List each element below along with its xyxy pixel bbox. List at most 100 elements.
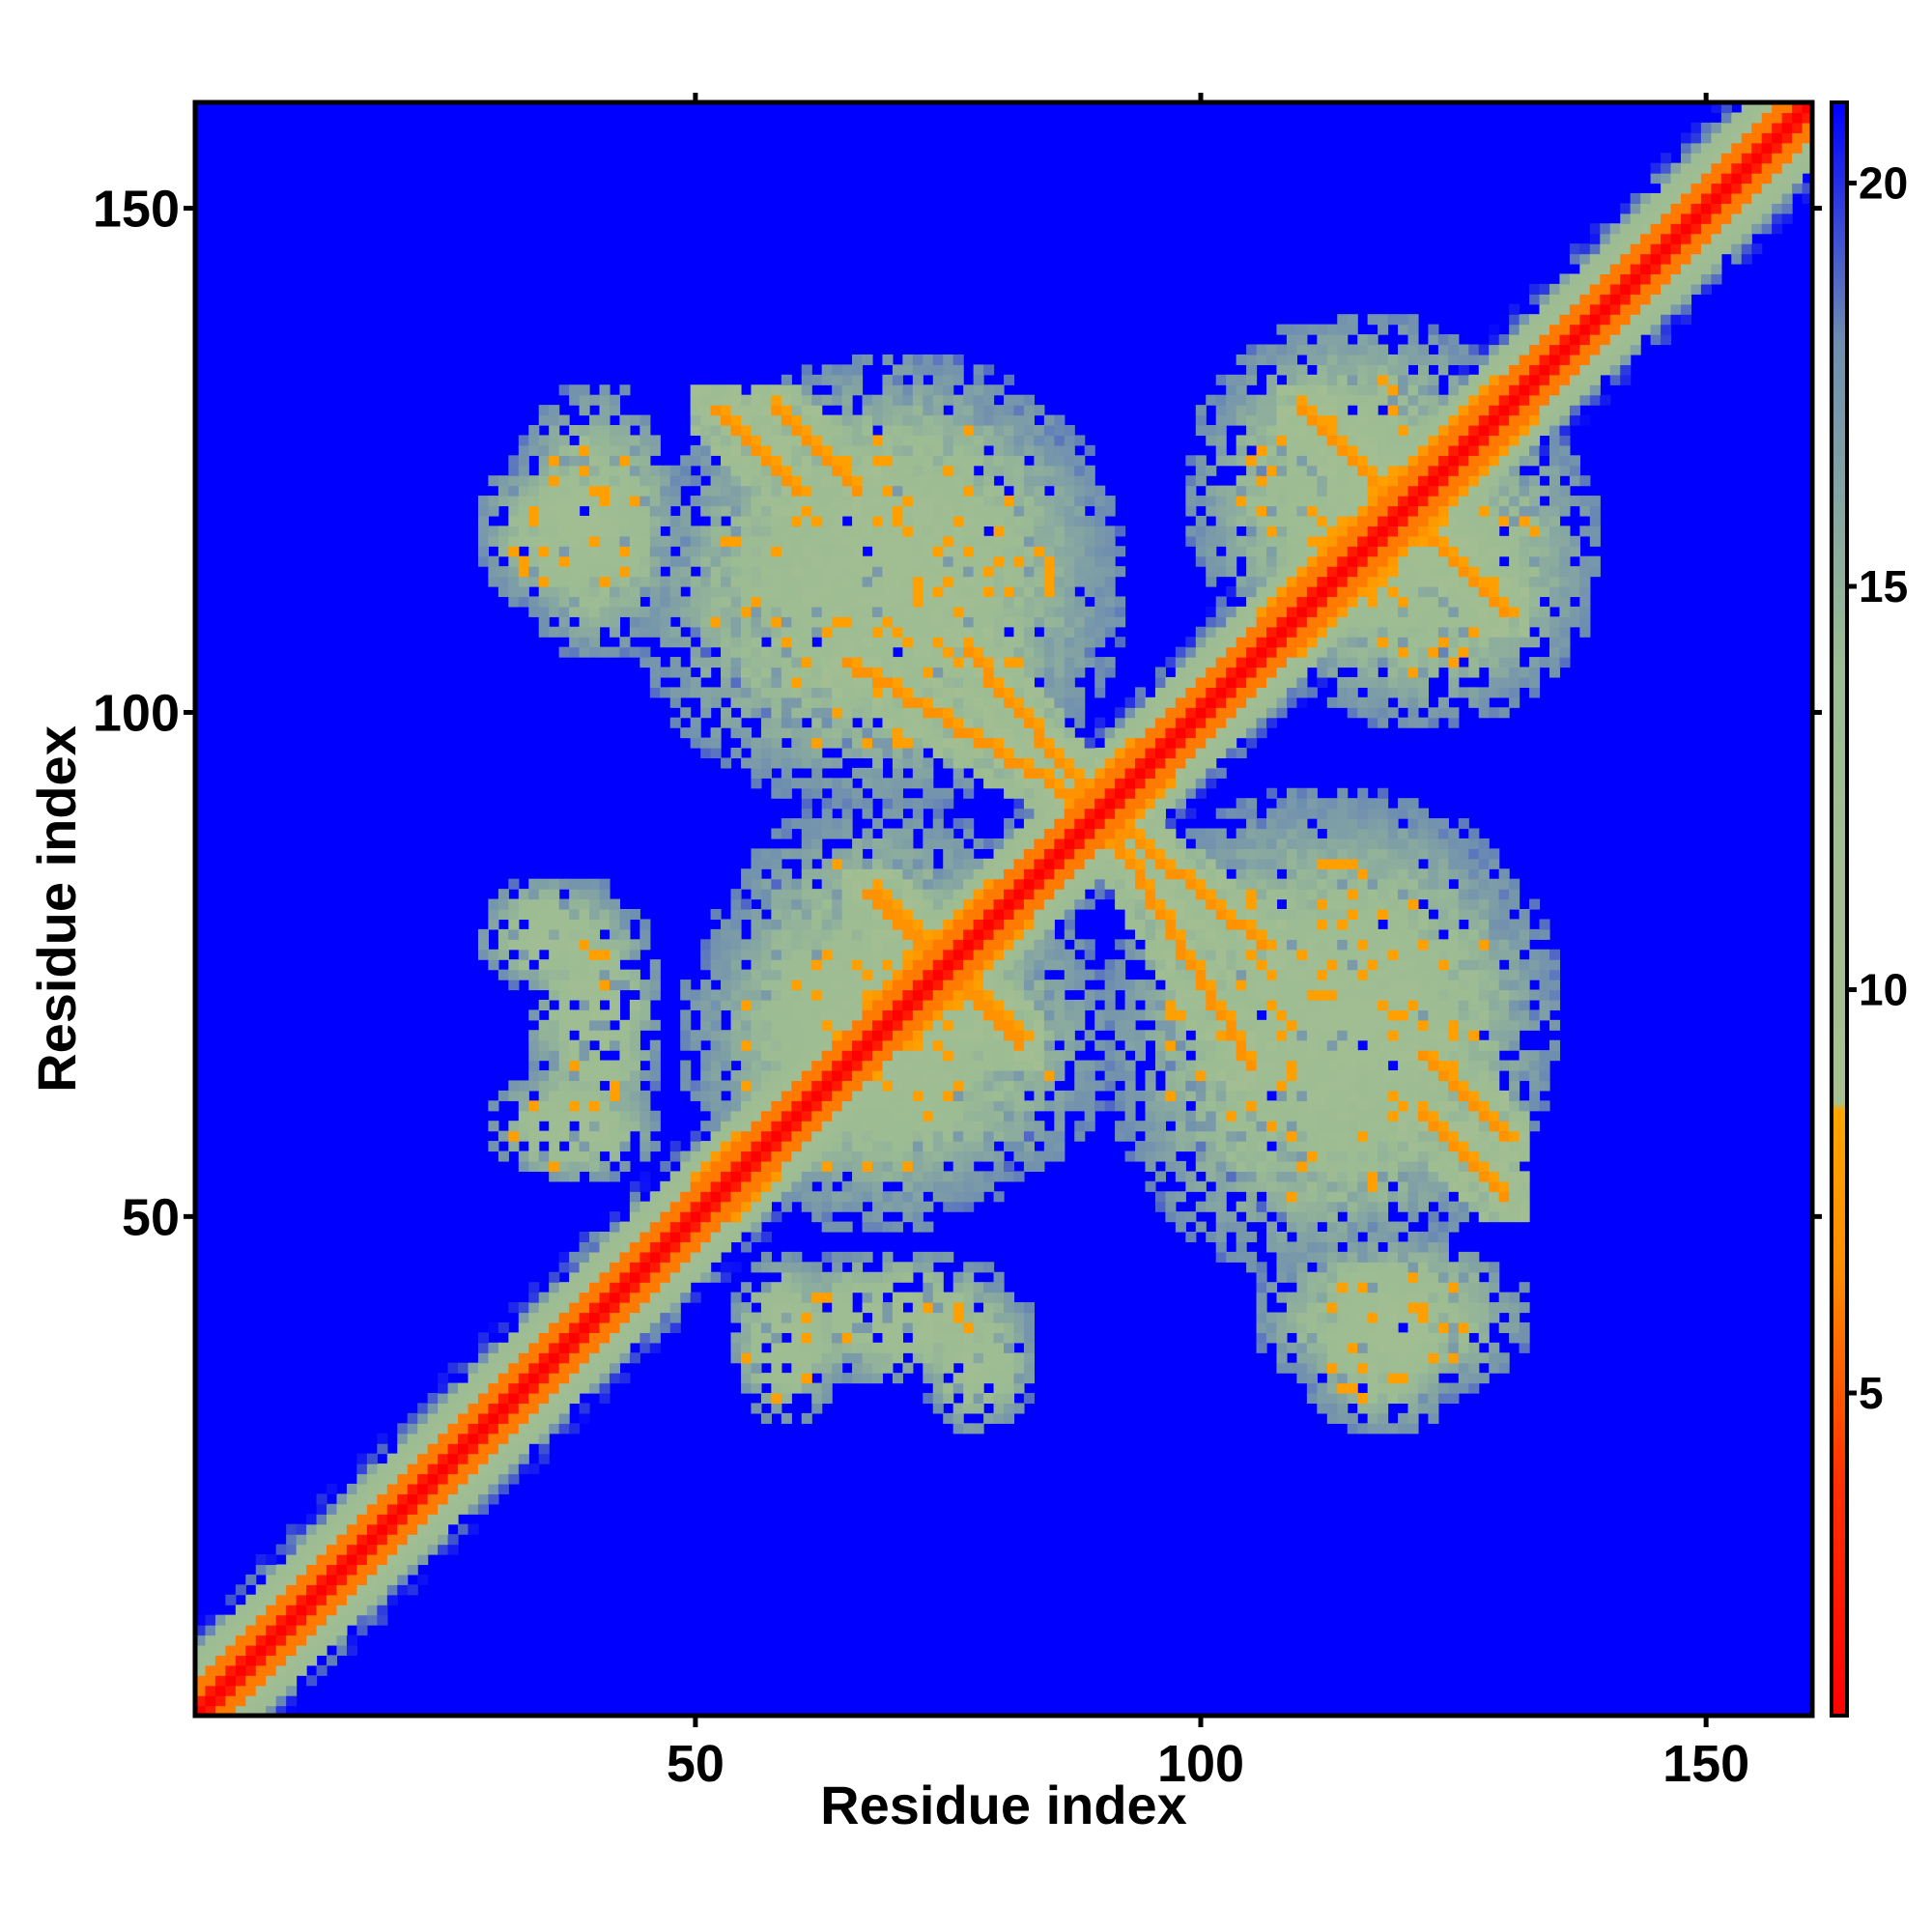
heatmap-cell — [1226, 838, 1237, 849]
heatmap-cell — [1417, 1060, 1430, 1071]
heatmap-cell — [1043, 748, 1055, 759]
heatmap-cell — [1195, 1201, 1207, 1212]
heatmap-cell — [1215, 808, 1227, 819]
heatmap-cell — [952, 1090, 964, 1101]
heatmap-cell — [1398, 989, 1419, 1001]
heatmap-cell — [690, 1141, 701, 1152]
heatmap-cell — [1115, 1019, 1126, 1031]
heatmap-cell — [1437, 1151, 1449, 1162]
heatmap-cell — [771, 1342, 782, 1353]
heatmap-cell — [1054, 848, 1065, 860]
heatmap-cell — [801, 1039, 823, 1051]
heatmap-cell — [1256, 868, 1267, 880]
heatmap-cell — [1509, 1030, 1520, 1041]
heatmap-cell — [1387, 889, 1399, 900]
heatmap-cell — [730, 1342, 742, 1353]
heatmap-cell — [811, 1100, 823, 1112]
heatmap-cell — [639, 1130, 651, 1142]
heatmap-cell — [1407, 969, 1430, 980]
heatmap-cell — [1215, 848, 1227, 860]
heatmap-cell — [549, 1090, 560, 1101]
heatmap-cell — [1034, 1151, 1045, 1162]
heatmap-cell — [1054, 687, 1065, 698]
heatmap-cell — [1317, 909, 1338, 921]
heatmap-cell — [912, 878, 923, 890]
heatmap-cell — [832, 757, 843, 769]
heatmap-cell — [1347, 1312, 1358, 1323]
heatmap-cell — [993, 1302, 1005, 1314]
heatmap-cell — [1084, 989, 1095, 1001]
heatmap-cell — [1458, 838, 1469, 849]
heatmap-cell — [417, 1523, 429, 1535]
heatmap-cell — [1266, 1180, 1278, 1192]
heatmap-cell — [1417, 1201, 1430, 1212]
heatmap-cell — [1367, 1232, 1378, 1243]
heatmap-cell — [1266, 1332, 1278, 1344]
heatmap-cell — [751, 1373, 762, 1384]
heatmap-cell — [760, 748, 772, 759]
heatmap-cell — [932, 828, 944, 839]
heatmap-cell — [1509, 1121, 1520, 1132]
heatmap-cell — [1468, 1342, 1480, 1353]
heatmap-cell — [1054, 1130, 1065, 1142]
heatmap-cell — [1286, 1191, 1298, 1203]
heatmap-cell — [1367, 909, 1378, 921]
heatmap-cell — [862, 889, 884, 900]
heatmap-cell — [579, 959, 590, 971]
heatmap-cell — [1428, 707, 1439, 719]
heatmap-cell — [619, 1232, 631, 1243]
heatmap-cell — [1104, 787, 1116, 799]
heatmap-cell — [1165, 858, 1177, 869]
heatmap-cell — [680, 1191, 701, 1203]
heatmap-cell — [801, 1019, 823, 1031]
heatmap-cell — [1478, 1292, 1490, 1303]
heatmap-cell — [1013, 1382, 1025, 1394]
heatmap-cell — [1489, 1130, 1500, 1142]
heatmap-cell — [821, 1090, 833, 1101]
heatmap-cell — [710, 1160, 732, 1172]
heatmap-cell — [427, 1423, 439, 1435]
heatmap-cell — [1074, 798, 1095, 810]
heatmap-cell — [497, 928, 509, 940]
heatmap-cell — [912, 1090, 923, 1101]
heatmap-cell — [852, 909, 873, 921]
heatmap-cell — [1509, 1292, 1520, 1303]
heatmap-cell — [943, 1201, 954, 1212]
heatmap-cell — [1326, 1412, 1338, 1424]
heatmap-cell — [1206, 778, 1217, 789]
heatmap-cell — [871, 1201, 884, 1212]
heatmap-cell — [781, 1262, 792, 1273]
heatmap-cell — [791, 1121, 803, 1132]
heatmap-cell — [1004, 1382, 1015, 1394]
heatmap-cell — [1145, 1090, 1156, 1101]
heatmap-cell — [336, 1625, 348, 1636]
heatmap-cell — [801, 1271, 812, 1283]
heatmap-cell — [902, 889, 914, 900]
heatmap-cell — [1378, 687, 1389, 698]
heatmap-cell — [943, 696, 954, 708]
heatmap-cell — [1185, 939, 1197, 951]
heatmap-cell — [1407, 1312, 1419, 1323]
heatmap-cell — [1206, 919, 1217, 930]
heatmap-cell — [1296, 1060, 1308, 1071]
heatmap-cell — [1124, 1110, 1136, 1122]
heatmap-cell — [882, 1271, 894, 1283]
heatmap-cell — [1468, 1302, 1480, 1314]
heatmap-cell — [1226, 737, 1237, 749]
heatmap-cell — [862, 868, 873, 880]
heatmap-cell — [1165, 1130, 1177, 1142]
heatmap-cell — [1215, 898, 1227, 910]
heatmap-cell — [832, 798, 843, 810]
heatmap-cell — [1115, 1009, 1126, 1021]
heatmap-cell — [629, 1180, 640, 1192]
heatmap-cell — [902, 1100, 914, 1112]
heatmap-cell — [1387, 687, 1399, 698]
heatmap-cell — [1387, 1160, 1399, 1172]
heatmap-cell — [1064, 737, 1086, 749]
heatmap-cell — [1296, 909, 1308, 921]
heatmap-cell — [1256, 878, 1267, 890]
heatmap-cell — [275, 1644, 298, 1656]
heatmap-cell — [740, 1332, 753, 1344]
heatmap-cell — [832, 898, 843, 910]
heatmap-cell — [1306, 1393, 1318, 1405]
